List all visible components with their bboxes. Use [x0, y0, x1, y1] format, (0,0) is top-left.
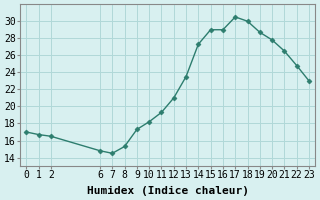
X-axis label: Humidex (Indice chaleur): Humidex (Indice chaleur)	[87, 186, 249, 196]
